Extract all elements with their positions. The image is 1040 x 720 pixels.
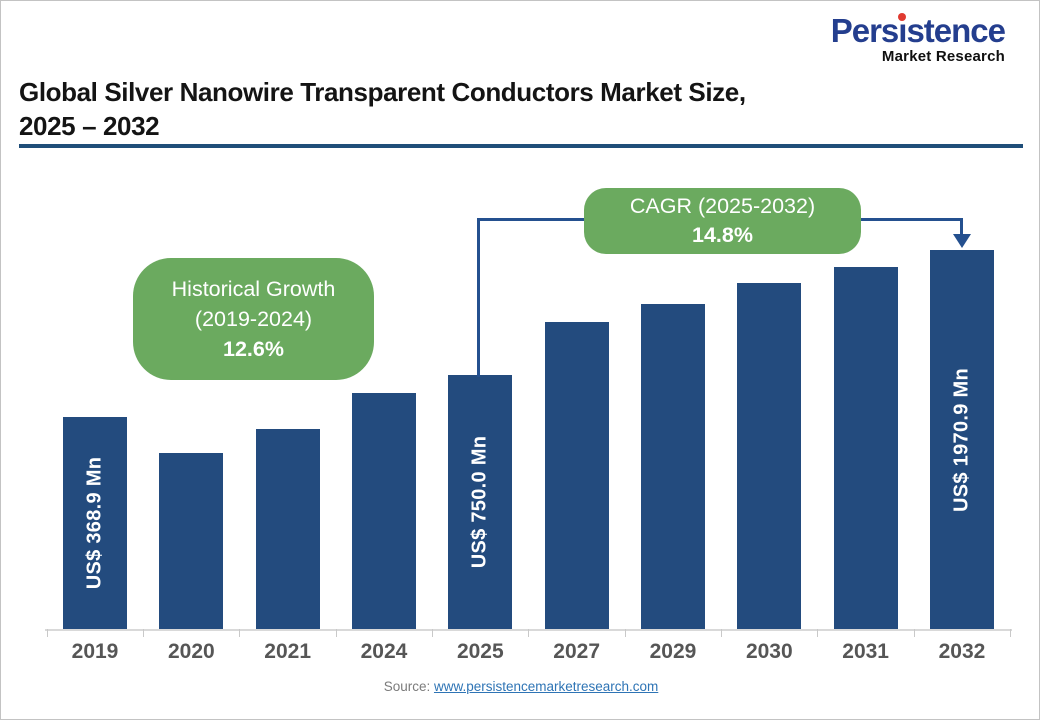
arrow-down-icon [953, 234, 971, 248]
logo-letter-i: ı [898, 12, 907, 49]
chart-title: Global Silver Nanowire Transparent Condu… [19, 75, 1009, 143]
x-label-2024: 2024 [360, 640, 408, 663]
axis-tick [913, 629, 915, 637]
x-label-2019: 2019 [71, 640, 119, 663]
historical-growth-range: (2019-2024) [194, 307, 313, 331]
bar-2031 [833, 267, 898, 629]
x-label-2021: 2021 [264, 640, 312, 663]
x-label-2030: 2030 [745, 640, 793, 663]
axis-tick [432, 629, 434, 637]
bar-2032: US$ 1970.9 Mn [929, 250, 994, 629]
cagr-callout: CAGR (2025-2032) 14.8% [584, 188, 861, 254]
bar-2024 [351, 393, 416, 629]
cagr-rate: 14.8% [692, 223, 753, 247]
logo-subtitle: Market Research [881, 48, 1005, 65]
chart-title-line1: Global Silver Nanowire Transparent Condu… [19, 77, 746, 107]
bar-2020 [159, 453, 224, 629]
axis-tick [624, 629, 626, 637]
axis-tick [721, 629, 723, 637]
source-line: Source: www.persistencemarketresearch.co… [1, 679, 1039, 694]
connector-left-vertical-line [477, 218, 480, 377]
chart-title-line2: 2025 – 2032 [19, 111, 160, 141]
x-label-2025: 2025 [456, 640, 504, 663]
persistence-market-research-logo: Persı stence Market Research [830, 12, 1006, 65]
cagr-label: CAGR (2025-2032) [629, 194, 816, 218]
bar-2021 [255, 429, 320, 629]
x-label-2031: 2031 [842, 640, 889, 663]
axis-tick [239, 629, 241, 637]
axis-tick [528, 629, 530, 637]
historical-growth-rate: 12.6% [223, 337, 284, 361]
bar-2019: US$ 368.9 Mn [63, 417, 127, 629]
x-label-2032: 2032 [938, 640, 986, 663]
x-label-2020: 2020 [167, 640, 215, 663]
logo-dotless-i: ı [898, 12, 907, 49]
axis-tick [143, 629, 145, 637]
historical-growth-label: Historical Growth [171, 277, 336, 301]
axis-tick [1010, 629, 1012, 637]
bar-2025: US$ 750.0 Mn [448, 375, 513, 629]
source-prefix: Source: [383, 679, 434, 694]
source-link[interactable]: www.persistencemarketresearch.com [433, 679, 659, 694]
connector-right-vertical-line [960, 218, 963, 235]
red-star-icon [898, 13, 907, 21]
bar-2027 [544, 322, 609, 629]
bar-2029 [640, 304, 705, 629]
axis-tick [817, 629, 819, 637]
logo-wordmark: Persı stence [830, 12, 1006, 49]
x-label-2027: 2027 [553, 640, 600, 663]
bar-value-label-2025: US$ 750.0 Mn [468, 435, 491, 569]
historical-growth-callout: Historical Growth (2019-2024) 12.6% [133, 258, 374, 380]
axis-tick [335, 629, 337, 637]
logo-text-pre: Pers [830, 12, 900, 49]
title-underline-rule [19, 144, 1023, 148]
bar-2030 [737, 283, 802, 629]
x-label-2029: 2029 [649, 640, 697, 663]
bar-value-label-2032: US$ 1970.9 Mn [950, 367, 973, 512]
axis-tick [46, 629, 48, 637]
bar-value-label-2019: US$ 368.9 Mn [83, 456, 106, 590]
logo-text-post: stence [906, 12, 1006, 49]
